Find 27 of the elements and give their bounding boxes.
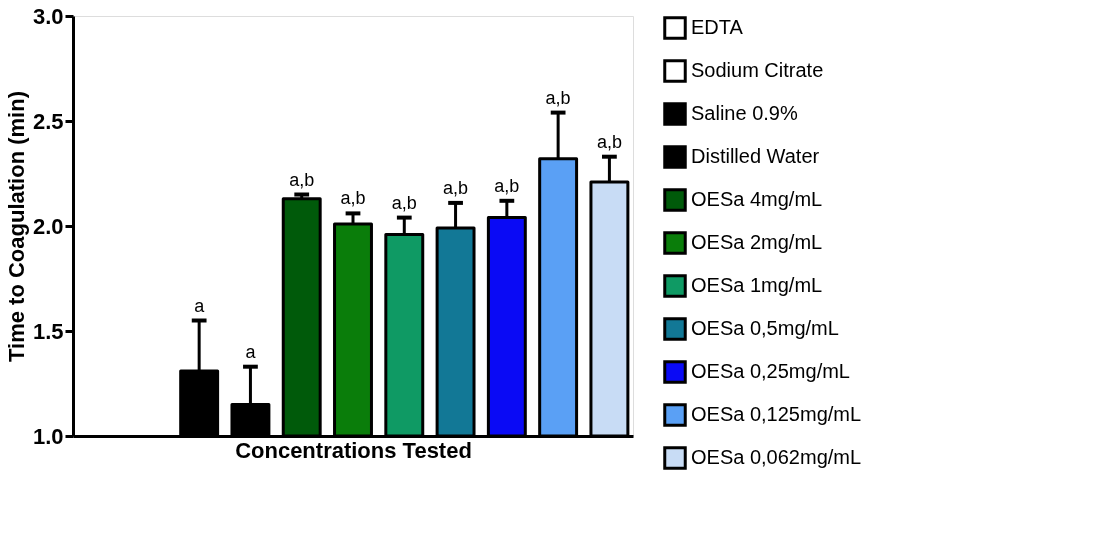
- legend-label: OESa 4mg/mL: [691, 188, 823, 210]
- data-label: a: [194, 295, 206, 316]
- legend-label: OESa 0,5mg/mL: [691, 317, 839, 339]
- data-label: a,b: [545, 87, 571, 108]
- data-label: a,b: [340, 188, 366, 209]
- data-label: a,b: [494, 175, 520, 196]
- legend-label: OESa 1mg/mL: [691, 274, 823, 296]
- legend-label: OESa 2mg/mL: [691, 231, 823, 253]
- legend-label: Saline 0.9%: [691, 102, 798, 124]
- y-tick-label: 1.0: [32, 423, 64, 449]
- data-label: a: [245, 341, 257, 362]
- legend-label: OESa 0,062mg/mL: [691, 446, 862, 468]
- y-tick-label: 2.5: [32, 108, 64, 134]
- y-tick-label: 3.0: [32, 3, 64, 29]
- y-tick-label: 1.5: [32, 318, 64, 344]
- legend-label: Sodium Citrate: [691, 59, 824, 81]
- data-label: a,b: [391, 192, 417, 213]
- data-label: a,b: [443, 177, 469, 198]
- data-label: a,b: [596, 131, 622, 152]
- legend-label: OESa 0,125mg/mL: [691, 403, 862, 425]
- y-tick-label: 2.0: [32, 213, 64, 239]
- legend-label: OESa 0,25mg/mL: [691, 360, 850, 382]
- legend-label: Distilled Water: [691, 145, 820, 167]
- x-axis-title: Concentrations Tested: [235, 437, 472, 463]
- legend-label: EDTA: [691, 16, 744, 38]
- y-axis-title: Time to Coagulation (min): [3, 91, 29, 362]
- data-label: a,b: [289, 169, 315, 190]
